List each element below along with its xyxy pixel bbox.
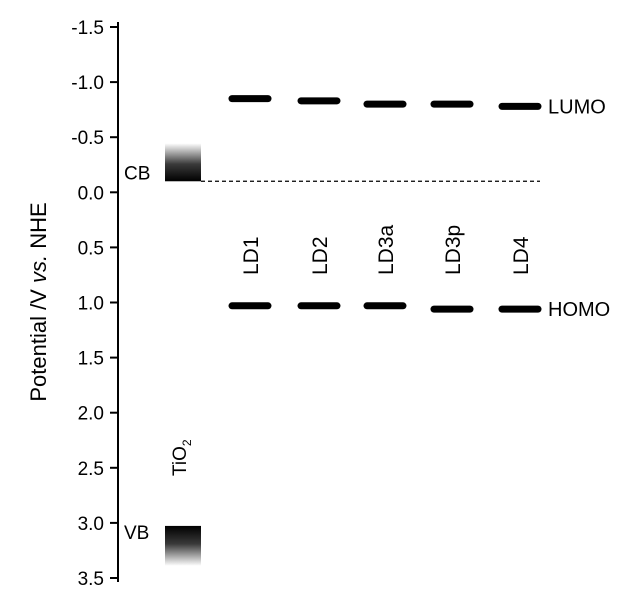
dye-label-ld3a: LD3a	[375, 224, 398, 275]
y-tick-label: 0.5	[78, 238, 104, 259]
conduction-band	[165, 143, 201, 182]
y-tick-label: -0.5	[71, 128, 104, 149]
y-tick-label: 1.5	[78, 349, 104, 370]
y-tick-label: 2.5	[78, 459, 104, 480]
y-tick-label: 3.5	[78, 569, 104, 590]
valence-band	[165, 525, 201, 566]
tio2-label: TiO2	[170, 439, 194, 476]
y-tick-label: -1.0	[71, 73, 104, 94]
dye-label-ld3p: LD3p	[442, 225, 465, 275]
y-axis-ticks: -1.5 -1.0 -0.5 0.0 0.5 1.0 1.5 2.0 2.5 3.0 3.5	[71, 18, 118, 590]
homo-label: HOMO	[548, 299, 610, 321]
y-axis-title: Potential /V vs. NHE	[26, 202, 51, 401]
dye-label-ld1: LD1	[240, 236, 263, 275]
cb-label: CB	[124, 163, 150, 184]
lumo-label: LUMO	[548, 96, 606, 118]
dye-levels	[228, 95, 542, 313]
dye-labels: LD1 LD2 LD3a LD3p LD4	[240, 224, 533, 275]
dye-label-ld2: LD2	[309, 236, 332, 275]
y-tick-label: 1.0	[78, 294, 104, 315]
vb-label: VB	[124, 523, 149, 544]
y-tick-label: 0.0	[78, 183, 104, 204]
y-tick-label: 3.0	[78, 514, 104, 535]
level-labels: LUMO HOMO	[548, 96, 610, 321]
dye-label-ld4: LD4	[510, 236, 533, 275]
y-tick-label: 2.0	[78, 404, 104, 425]
y-tick-label: -1.5	[71, 18, 104, 39]
